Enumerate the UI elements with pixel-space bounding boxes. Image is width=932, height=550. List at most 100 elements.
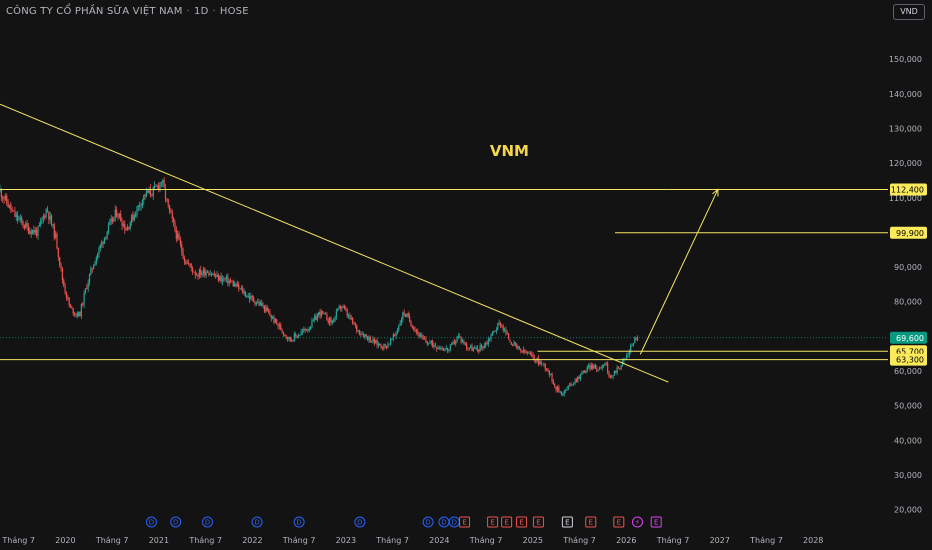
- candle-body: [22, 221, 24, 227]
- candle-body: [315, 316, 317, 321]
- candle-body: [396, 330, 399, 333]
- candle-body: [10, 204, 12, 211]
- candle-body: [429, 342, 431, 344]
- symbol-header: CÔNG TY CỔ PHẦN SỮA VIỆT NAM · 1D · HOSE: [6, 6, 249, 17]
- dividend-marker[interactable]: [170, 516, 182, 528]
- candle-body: [136, 206, 138, 216]
- candle-body: [509, 339, 511, 343]
- candle-body: [499, 322, 502, 327]
- candle-body: [596, 368, 598, 371]
- candle-body: [442, 349, 445, 351]
- candle-body: [368, 336, 370, 341]
- candle-body: [216, 274, 218, 277]
- ticker-annotation: VNM: [490, 142, 529, 160]
- earnings-marker[interactable]: [532, 516, 544, 528]
- candle-body: [164, 187, 167, 199]
- candle-body: [425, 339, 427, 342]
- candle-body: [531, 353, 533, 355]
- candle-body: [467, 347, 469, 349]
- x-tick-label: 2023: [336, 536, 356, 545]
- candle-body: [411, 325, 413, 328]
- earnings-marker[interactable]: [561, 516, 573, 528]
- dividend-marker[interactable]: [422, 516, 434, 528]
- candle-body: [331, 320, 333, 323]
- candle-body: [491, 331, 493, 336]
- candle-body: [362, 333, 365, 338]
- candle-body: [64, 285, 66, 293]
- candle-body: [468, 348, 470, 349]
- candle-body: [126, 226, 129, 231]
- event-marker[interactable]: [631, 516, 643, 528]
- earnings-marker[interactable]: [459, 516, 471, 528]
- candle-body: [95, 257, 97, 264]
- event-marker-label: D: [254, 519, 259, 527]
- candle-body: [29, 230, 31, 234]
- candle-body: [255, 302, 257, 305]
- candle-body: [174, 222, 176, 231]
- candle-body: [624, 358, 626, 360]
- candle-body: [577, 376, 579, 382]
- candle-body: [149, 188, 152, 195]
- candle-body: [484, 343, 487, 346]
- candle-body: [67, 297, 69, 299]
- candle-body: [476, 347, 479, 350]
- candle-body: [140, 205, 142, 207]
- candle-body: [193, 271, 195, 273]
- currency-button[interactable]: VND: [893, 4, 925, 20]
- earnings-marker[interactable]: [650, 516, 662, 528]
- event-marker-label: E: [490, 519, 494, 527]
- candle-body: [289, 336, 291, 341]
- candle-body: [240, 288, 243, 289]
- x-tick-label: 2026: [616, 536, 636, 545]
- candle-body: [460, 337, 462, 342]
- dividend-marker[interactable]: [202, 516, 214, 528]
- candle-body: [480, 345, 483, 348]
- candle-body: [177, 233, 179, 239]
- candle-body: [528, 352, 530, 354]
- candle-body: [632, 343, 635, 346]
- candle-body: [166, 198, 168, 200]
- candle-body: [219, 275, 221, 281]
- earnings-marker[interactable]: [516, 516, 528, 528]
- candle-body: [563, 390, 565, 395]
- candle-body: [428, 342, 430, 344]
- candle-body: [204, 269, 206, 276]
- candle-body: [446, 347, 449, 352]
- candle-body: [274, 318, 276, 323]
- interval-label[interactable]: 1D: [194, 6, 209, 17]
- candle-body: [593, 364, 595, 369]
- dividend-marker[interactable]: [293, 516, 305, 528]
- candle-body: [286, 337, 289, 339]
- candle-body: [556, 387, 559, 391]
- candle-body: [333, 320, 335, 322]
- candle-body: [589, 365, 591, 369]
- earnings-marker[interactable]: [501, 516, 513, 528]
- candle-body: [506, 333, 508, 335]
- candle-body: [533, 357, 536, 361]
- candle-body: [612, 375, 614, 377]
- candle-body: [75, 313, 77, 315]
- earnings-marker[interactable]: [613, 516, 625, 528]
- earnings-marker[interactable]: [585, 516, 597, 528]
- candle-body: [263, 305, 266, 312]
- candle-body: [418, 332, 420, 337]
- candle-body: [25, 223, 27, 228]
- candle-body: [493, 331, 495, 332]
- dividend-marker[interactable]: [251, 516, 263, 528]
- candle-body: [410, 321, 412, 326]
- candle-body: [607, 363, 609, 373]
- candle-body: [135, 215, 137, 216]
- candle-body: [158, 185, 160, 190]
- candle-body: [518, 346, 521, 349]
- candle-body: [354, 323, 356, 326]
- dividend-marker[interactable]: [145, 516, 157, 528]
- earnings-marker[interactable]: [487, 516, 499, 528]
- candle-body: [524, 349, 526, 353]
- dividend-marker[interactable]: [354, 516, 366, 528]
- candle-body: [105, 237, 107, 239]
- candle-body: [4, 195, 7, 200]
- candle-body: [162, 180, 164, 183]
- candle-body: [33, 229, 35, 233]
- candle-body: [391, 338, 393, 340]
